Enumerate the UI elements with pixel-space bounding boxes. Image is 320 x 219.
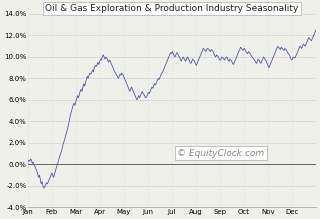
Title: Oil & Gas Exploration & Production Industry Seasonality: Oil & Gas Exploration & Production Indus… xyxy=(45,4,299,13)
Text: © EquityClock.com: © EquityClock.com xyxy=(177,149,264,158)
